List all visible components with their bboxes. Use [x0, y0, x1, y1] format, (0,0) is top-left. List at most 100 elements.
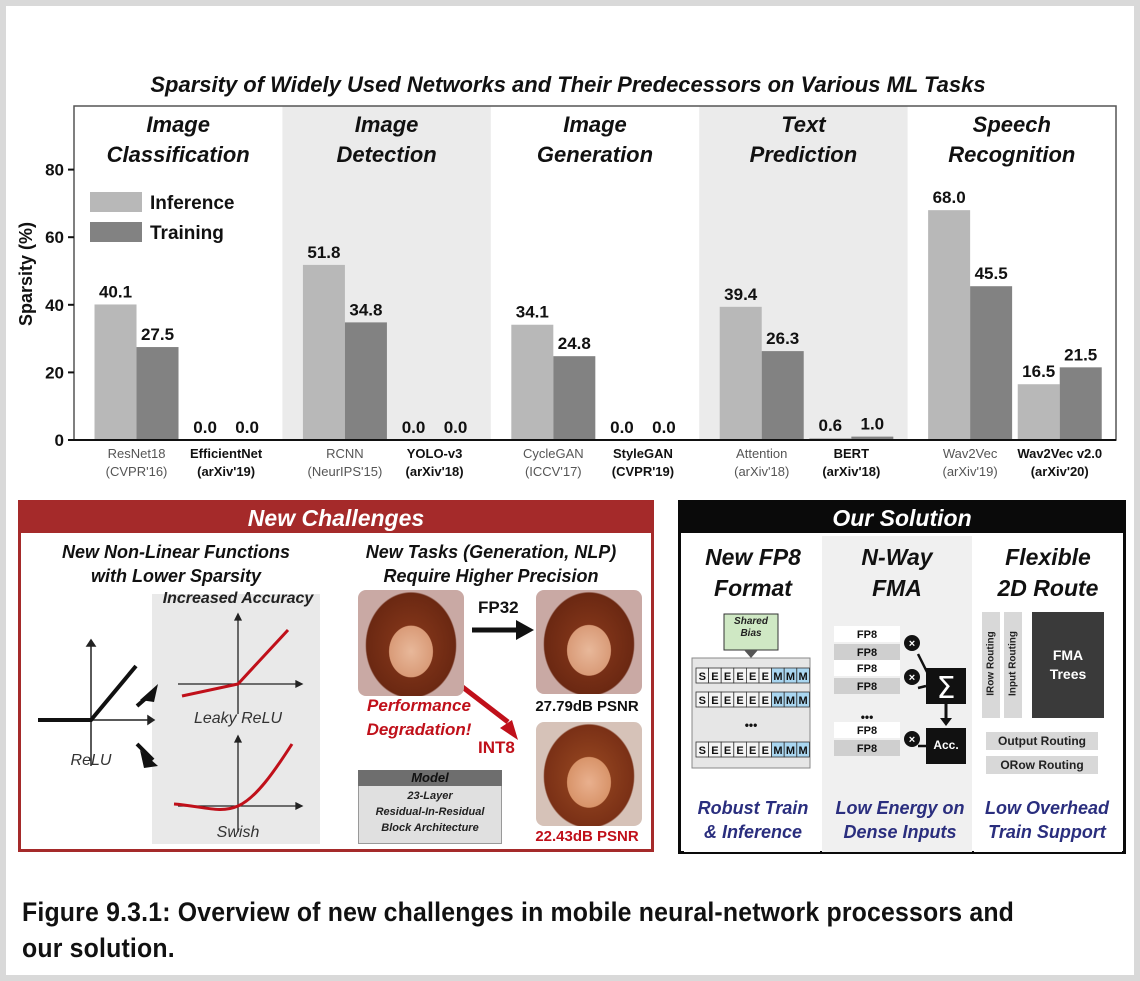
data-label: 34.8 — [349, 300, 382, 319]
network-name: ResNet18 — [108, 446, 166, 461]
fp8-bit-letter: M — [799, 671, 808, 683]
network-name: StyleGAN — [613, 446, 673, 461]
swish-label: Swish — [216, 824, 260, 841]
data-label: 45.5 — [975, 264, 1008, 283]
fp32-arrow — [516, 620, 534, 640]
solution-header: Our Solution — [681, 503, 1123, 533]
bar-inference — [809, 437, 852, 440]
fp8-bit-letter: M — [786, 745, 795, 757]
fp8-bit-letter: E — [736, 695, 743, 707]
orow-routing-label: ORow Routing — [1000, 758, 1084, 772]
fp8-operand-label: FP8 — [857, 647, 877, 659]
task-label: Image — [355, 112, 419, 137]
relu-label: ReLU — [70, 752, 112, 769]
bar-training — [136, 347, 179, 440]
y-axis-label: Sparsity (%) — [16, 222, 36, 326]
data-label: 0.0 — [610, 418, 634, 437]
degradation-label: Performance Degradation! — [366, 696, 472, 739]
task-label: Speech — [973, 112, 1051, 137]
irow-routing-label: IRow Routing — [985, 631, 997, 696]
y-tick-label: 20 — [45, 363, 64, 382]
multiply-icon — [904, 669, 920, 685]
bar-training — [761, 351, 804, 440]
psnr-int8: 22.43dB PSNR — [535, 828, 639, 845]
leaky-relu-curve — [181, 628, 290, 698]
legend-label: Training — [150, 223, 224, 244]
data-label: 0.0 — [444, 418, 468, 437]
multiply-icon — [904, 731, 920, 747]
fp8-operand — [834, 722, 900, 738]
data-label: 0.0 — [652, 418, 676, 437]
network-name: BERT — [834, 446, 869, 461]
network-venue: (ICCV'17) — [525, 464, 582, 479]
fp8-bit-letter: E — [749, 671, 756, 683]
task-label: Detection — [336, 142, 436, 167]
bar-training — [1059, 367, 1102, 440]
data-label: 0.0 — [402, 418, 426, 437]
fp8-operand-label: FP8 — [857, 629, 877, 641]
bar-inference — [928, 210, 971, 440]
data-label: 16.5 — [1022, 362, 1055, 381]
data-label: 24.8 — [558, 334, 591, 353]
portrait-original — [358, 590, 464, 696]
arrow-down-right — [140, 750, 158, 768]
network-venue: (arXiv'19) — [197, 464, 255, 479]
multiply-sign: × — [909, 672, 915, 684]
bar-inference — [1017, 384, 1060, 440]
y-tick-label: 60 — [45, 228, 64, 247]
shared-bias-label: Shared Bias — [734, 616, 768, 639]
precision-title: New Tasks (Generation, NLP) Require High… — [365, 542, 617, 586]
data-label: 0.6 — [819, 416, 843, 435]
bar-inference — [511, 324, 554, 440]
task-label: Classification — [107, 142, 250, 167]
fp8-ellipsis: ••• — [744, 718, 758, 732]
network-name: RCNN — [326, 446, 364, 461]
network-name: Attention — [736, 446, 787, 461]
network-venue: (arXiv'19) — [943, 464, 998, 479]
model-text: 23-Layer Residual-In-Residual Block Arch… — [375, 790, 485, 834]
data-label: 39.4 — [724, 285, 758, 304]
relu-plot — [38, 638, 156, 766]
fp32-label: FP32 — [478, 598, 519, 617]
route-footer: Low Overhead Train Support — [984, 798, 1110, 842]
network-venue: (CVPR'19) — [612, 464, 674, 479]
data-label: 21.5 — [1064, 345, 1097, 364]
network-name: EfficientNet — [190, 446, 263, 461]
fp8-bit-cell — [796, 691, 810, 708]
network-venue: (arXiv'18) — [406, 464, 464, 479]
fp8-bit-letter: M — [773, 671, 782, 683]
legend-swatch-training — [90, 222, 142, 242]
leaky-relu-label: Leaky ReLU — [193, 710, 283, 727]
fp8-operand — [834, 626, 900, 642]
fp8-operand-label: FP8 — [857, 725, 877, 737]
int8-arrow — [500, 720, 518, 740]
multiply-sign: × — [909, 734, 915, 746]
data-label: 68.0 — [933, 188, 966, 207]
panels-drawing: S E E E E E M M MS E E E E E M M MS E E E E E M M M FP8FP8×FP8FP… — [38, 536, 1122, 852]
task-label: Recognition — [948, 142, 1075, 167]
fp8-bit-letter: E — [762, 745, 769, 757]
chart-title: Sparsity of Widely Used Networks and The… — [150, 72, 985, 97]
network-name: CycleGAN — [523, 446, 584, 461]
bar-training — [344, 322, 387, 440]
fp8-bit-letter: E — [762, 695, 769, 707]
bar-training — [851, 436, 894, 440]
fp8-operand — [834, 740, 900, 756]
network-venue: (arXiv'18) — [734, 464, 789, 479]
multiply-sign: × — [909, 638, 915, 650]
fp8-bit-letter: S — [699, 745, 706, 757]
bar-inference — [94, 304, 137, 440]
legend-swatch-inference — [90, 192, 142, 212]
bar-training — [970, 286, 1013, 440]
fp8-operand — [834, 644, 900, 660]
input-routing-label: Input Routing — [1007, 631, 1019, 696]
fp8-bit-letter: E — [724, 745, 731, 757]
multiply-icon — [904, 635, 920, 651]
fp8-bit-cell — [796, 741, 810, 758]
fp8-bit-letter: S — [699, 671, 706, 683]
fp8-bit-letter: M — [773, 745, 782, 757]
fp8-bit-letter: E — [736, 745, 743, 757]
fp8-bit-letter: E — [749, 695, 756, 707]
output-routing-label: Output Routing — [998, 734, 1086, 748]
fp8-bit-letter: E — [711, 745, 718, 757]
